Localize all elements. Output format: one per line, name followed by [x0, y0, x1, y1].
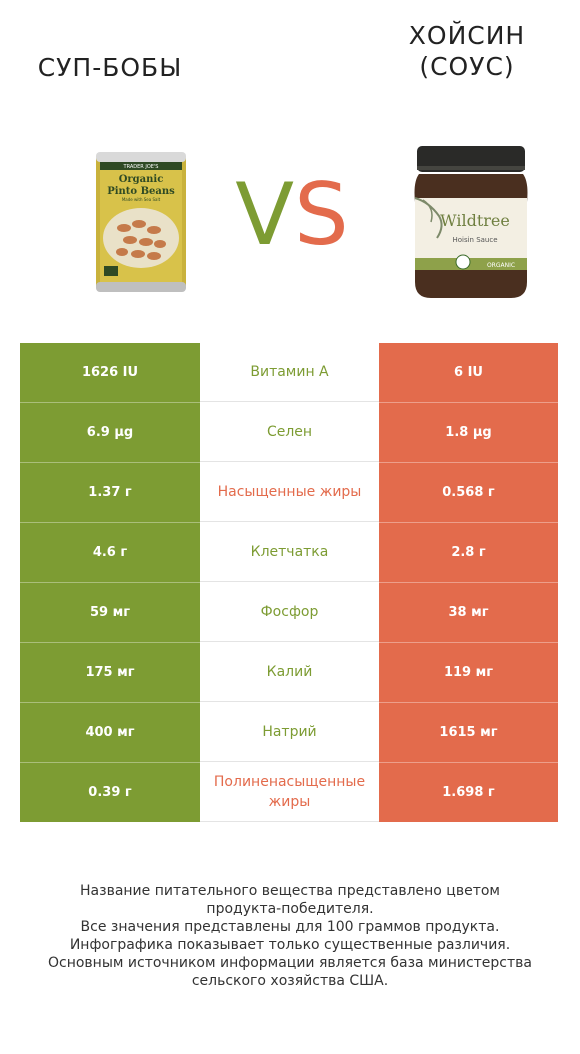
right-title-line-1: ХОЙСИН: [408, 21, 526, 50]
left-value-cell: 6.9 µg: [20, 403, 200, 463]
left-value-cell: 59 мг: [20, 583, 200, 643]
hoisin-sauce-jar-image: Wildtree Hoisin Sauce ORGANIC: [414, 146, 528, 298]
footer-line: продукта-победителя.: [206, 901, 374, 917]
left-product-title: СУП-БОБЫ: [20, 52, 200, 83]
table-row: 400 мг Натрий 1615 мг: [20, 703, 558, 763]
footer-line: Основным источником информации является …: [48, 955, 532, 971]
footer-note: Название питательного вещества представл…: [20, 882, 560, 990]
svg-text:ORGANIC: ORGANIC: [487, 262, 515, 269]
table-row: 175 мг Калий 119 мг: [20, 643, 558, 703]
footer-line: сельского хозяйства США.: [191, 973, 389, 989]
nutrient-name-cell: Насыщенные жиры: [200, 463, 379, 522]
left-value-cell: 175 мг: [20, 643, 200, 703]
nutrient-name-cell: Фосфор: [200, 583, 379, 642]
left-value-cell: 4.6 г: [20, 523, 200, 583]
nutrient-name-cell: Витамин A: [200, 343, 379, 402]
right-value-cell: 119 мг: [379, 643, 558, 703]
footer-line: Все значения представлены для 100 граммо…: [80, 919, 500, 935]
right-value-cell: 1.698 г: [379, 763, 558, 822]
table-row: 1.37 г Насыщенные жиры 0.568 г: [20, 463, 558, 523]
footer-line: Название питательного вещества представл…: [80, 883, 500, 899]
svg-text:TRADER JOE'S: TRADER JOE'S: [123, 164, 159, 170]
right-title-line-2: (СОУС): [419, 52, 515, 81]
pinto-beans-can-image: TRADER JOE'S Organic Pinto Beans Made wi…: [96, 152, 186, 292]
right-value-cell: 2.8 г: [379, 523, 558, 583]
svg-text:Organic: Organic: [119, 174, 164, 185]
right-value-cell: 6 IU: [379, 343, 558, 403]
versus-s: S: [294, 165, 349, 265]
table-row: 0.39 г Полиненасыщенные жиры 1.698 г: [20, 763, 558, 823]
nutrient-name-cell: Натрий: [200, 703, 379, 762]
left-value-cell: 0.39 г: [20, 763, 200, 822]
table-row: 4.6 г Клетчатка 2.8 г: [20, 523, 558, 583]
table-row: 6.9 µg Селен 1.8 µg: [20, 403, 558, 463]
svg-text:Pinto Beans: Pinto Beans: [107, 186, 175, 197]
svg-text:Wildtree: Wildtree: [440, 211, 510, 230]
left-title-line: СУП-БОБЫ: [37, 53, 183, 82]
right-value-cell: 1615 мг: [379, 703, 558, 763]
right-value-cell: 1.8 µg: [379, 403, 558, 463]
nutrient-name-cell: Селен: [200, 403, 379, 462]
left-value-cell: 1.37 г: [20, 463, 200, 523]
right-value-cell: 0.568 г: [379, 463, 558, 523]
left-value-cell: 1626 IU: [20, 343, 200, 403]
svg-text:Hoisin Sauce: Hoisin Sauce: [452, 236, 497, 244]
table-row: 59 мг Фосфор 38 мг: [20, 583, 558, 643]
nutrient-name-cell: Калий: [200, 643, 379, 702]
footer-line: Инфографика показывает только существенн…: [69, 937, 511, 953]
nutrient-name-cell: Полиненасыщенные жиры: [200, 763, 379, 822]
svg-text:Made with Sea Salt: Made with Sea Salt: [122, 197, 161, 202]
versus-label: VS: [222, 165, 362, 265]
right-product-title: ХОЙСИН (СОУС): [375, 20, 559, 82]
right-value-cell: 38 мг: [379, 583, 558, 643]
left-value-cell: 400 мг: [20, 703, 200, 763]
nutrient-name-cell: Клетчатка: [200, 523, 379, 582]
versus-v: V: [235, 165, 295, 265]
